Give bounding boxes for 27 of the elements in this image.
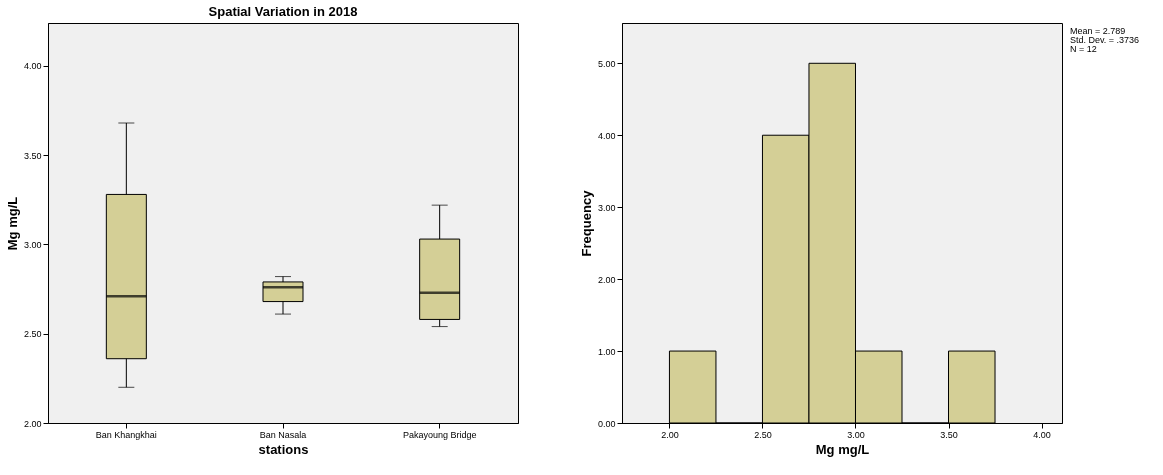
y-tick-label: 2.00 [23,418,42,429]
chart-title: Spatial Variation in 2018 [208,4,358,19]
y-tick-label: 3.00 [23,239,42,250]
x-tick-label: Ban Khangkhai [95,429,157,440]
y-tick-label: 2.00 [597,274,616,285]
y-tick-label: 4.00 [23,61,42,72]
x-tick-label: 2.00 [661,429,679,440]
y-tick-label: 4.00 [597,130,616,141]
x-axis-title: Mg mg/L [815,441,870,457]
y-tick-label: 0.00 [597,418,616,429]
text: Mean = 2.789 [1070,26,1126,36]
x-tick-label: 4.00 [1033,429,1051,440]
y-tick-label: 3.50 [23,150,42,161]
x-axis-title: stations [258,441,309,457]
text: Std. Dev. = .3736 [1070,35,1140,45]
y-tick-label: 2.50 [23,329,42,340]
x-tick-label: 3.00 [847,429,865,440]
y-axis-title: Mg mg/L [4,196,20,251]
text: N = 12 [1070,44,1097,54]
x-tick-label: Pakayoung Bridge [402,429,477,440]
x-tick-label: 2.50 [754,429,772,440]
x-tick-label: 3.50 [940,429,958,440]
y-tick-label: 3.00 [597,202,616,213]
y-axis-title: Frequency [578,189,594,257]
x-tick-label: Ban Nasala [259,429,307,440]
y-tick-label: 1.00 [597,346,616,357]
y-tick-label: 5.00 [597,58,616,69]
